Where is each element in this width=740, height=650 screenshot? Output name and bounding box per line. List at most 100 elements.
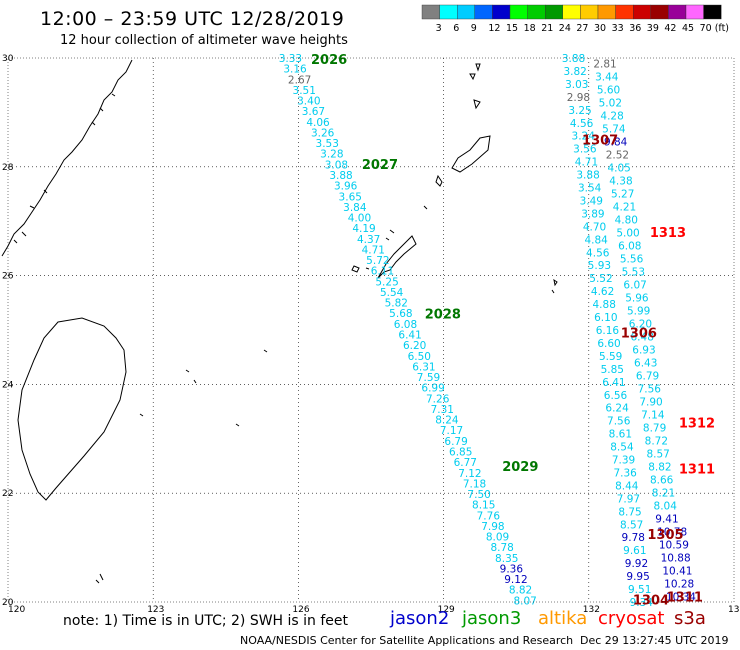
wave-height-value: 7.17 — [440, 425, 463, 437]
wave-height-value: 5.54 — [380, 287, 404, 299]
wave-height-value: 8.79 — [643, 423, 666, 435]
lon-tick-label: 135 — [728, 605, 740, 615]
legend-cryosat: cryosat — [598, 608, 665, 629]
wave-height-value: 8.82 — [648, 462, 671, 474]
wave-height-value: 5.60 — [597, 84, 620, 96]
colorbar-tick-label: 18 — [524, 23, 536, 34]
wave-height-value: 4.84 — [584, 234, 608, 246]
colorbar-tick-label: 6 — [453, 23, 459, 34]
legend-s3a: s3a — [674, 608, 706, 629]
wave-height-value: 6.16 — [596, 325, 620, 337]
footer-note: note: 1) Time is in UTC; 2) SWH is in fe… — [63, 613, 349, 629]
wave-height-value: 8.66 — [650, 475, 674, 487]
pass-number-label: 1313 — [650, 226, 686, 241]
colorbar-tick-label: 33 — [612, 23, 624, 34]
wave-height-value: 10.34 — [666, 592, 696, 604]
colorbar-swatch — [685, 4, 704, 20]
wave-height-value: 3.03 — [565, 79, 588, 91]
colorbar-tick-label: 70 (ft) — [700, 23, 729, 34]
wave-height-value: 7.56 — [607, 416, 631, 428]
wave-height-value: 3.67 — [302, 106, 325, 118]
wave-height-value: 4.21 — [613, 201, 636, 213]
wave-height-value: 6.10 — [594, 312, 617, 324]
colorbar-tick-label: 9 — [471, 23, 477, 34]
pass-number-label: 1312 — [679, 416, 715, 431]
wave-height-value: 4.00 — [348, 213, 371, 225]
wave-height-value: 7.76 — [477, 510, 501, 522]
wave-height-value: 3.28 — [320, 149, 343, 161]
legend-jason2: jason2 — [390, 608, 450, 629]
wave-height-value: 7.36 — [613, 467, 637, 479]
pass-number-label: 1311 — [679, 463, 715, 478]
wave-height-value: 8.15 — [472, 500, 495, 512]
amami-islands — [469, 63, 481, 110]
wave-height-value: 3.56 — [573, 144, 597, 156]
pass-number-label: 1307 — [582, 134, 618, 149]
wave-height-value: 4.70 — [583, 221, 606, 233]
wave-height-value: 5.74 — [602, 123, 626, 135]
miyako-islands — [377, 235, 417, 279]
generated-timestamp: Dec 29 13:27:45 UTC 2019 — [580, 634, 729, 647]
wave-height-value: 6.93 — [632, 345, 655, 357]
wave-height-value: 7.90 — [639, 397, 662, 409]
wave-height-value: 5.68 — [389, 308, 412, 320]
wave-height-value: 3.89 — [581, 208, 604, 220]
wave-height-value: 6.50 — [408, 351, 431, 363]
wave-height-value: 5.99 — [627, 305, 650, 317]
altimeter-tracks: 3.333.162.673.513.403.674.063.263.533.28… — [279, 53, 697, 609]
colorbar-tick-label: 21 — [541, 23, 553, 34]
lon-tick-label: 132 — [583, 605, 600, 615]
wave-height-value: 4.05 — [607, 162, 630, 174]
colorbar-swatch — [633, 4, 652, 20]
wave-height-value: 8.72 — [645, 436, 668, 448]
lon-tick-label: 129 — [438, 605, 455, 615]
pass-number-label: 1305 — [647, 528, 683, 543]
wave-height-value: 5.00 — [616, 227, 639, 239]
lon-tick-label: 120 — [8, 605, 25, 615]
lat-tick-label: 22 — [2, 489, 13, 499]
okinawa-island — [451, 135, 491, 173]
wave-height-value: 4.88 — [593, 299, 616, 311]
wave-height-value: 4.80 — [615, 214, 638, 226]
wave-height-value: 5.27 — [611, 188, 634, 200]
wave-height-value: 3.08 — [325, 159, 348, 171]
wave-height-value: 10.88 — [661, 553, 691, 565]
colorbar-tick-label: 45 — [682, 23, 694, 34]
lat-tick-label: 26 — [2, 272, 14, 282]
wave-height-value: 10.78 — [657, 527, 687, 539]
colorbar-tick-label: 15 — [506, 23, 518, 34]
wave-height-value: 8.78 — [490, 542, 513, 554]
colorbar-tick-label: 12 — [488, 23, 500, 34]
wave-height-value: 4.28 — [600, 110, 623, 122]
wave-height-value: 3.16 — [283, 64, 307, 76]
wave-height-value: 3.40 — [297, 96, 320, 108]
lon-tick-label: 126 — [292, 605, 309, 615]
pass-number-label: 1304 — [633, 593, 669, 608]
colorbar-swatch — [474, 4, 493, 20]
colorbar-tick-label: 3 — [436, 23, 442, 34]
wave-height-value: 2.67 — [288, 74, 311, 86]
wave-height-value: 9.92 — [625, 558, 648, 570]
land-outlines — [1, 59, 558, 584]
pass-labels: 2026 2027 2028 2029 1307 1313 1306 1312 1311 1305… — [311, 53, 715, 608]
yaeyama-islands — [351, 174, 443, 273]
wave-height-value: 3.54 — [578, 183, 602, 195]
wave-height-value: 4.71 — [575, 157, 598, 169]
wave-height-value: 3.88 — [576, 170, 599, 182]
colorbar-swatch — [509, 4, 528, 20]
wave-height-value: 6.99 — [421, 383, 444, 395]
wave-height-value: 8.35 — [495, 553, 518, 565]
legend-jason3: jason3 — [462, 608, 522, 629]
wave-height-value: 8.75 — [618, 506, 641, 518]
wave-height-value: 7.98 — [481, 521, 504, 533]
colorbar-tick-label: 27 — [576, 23, 588, 34]
wave-height-value: 6.41 — [398, 330, 421, 342]
wave-height-value: 5.56 — [620, 253, 644, 265]
wave-height-value: 3.65 — [339, 191, 362, 203]
pass-number-label: 2028 — [425, 308, 461, 323]
colorbar-swatch — [615, 4, 634, 20]
wave-height-value: 3.96 — [334, 181, 358, 193]
wave-height-value: 6.24 — [605, 403, 629, 415]
colorbar-swatch — [580, 4, 599, 20]
colorbar-tick-label: 36 — [629, 23, 641, 34]
